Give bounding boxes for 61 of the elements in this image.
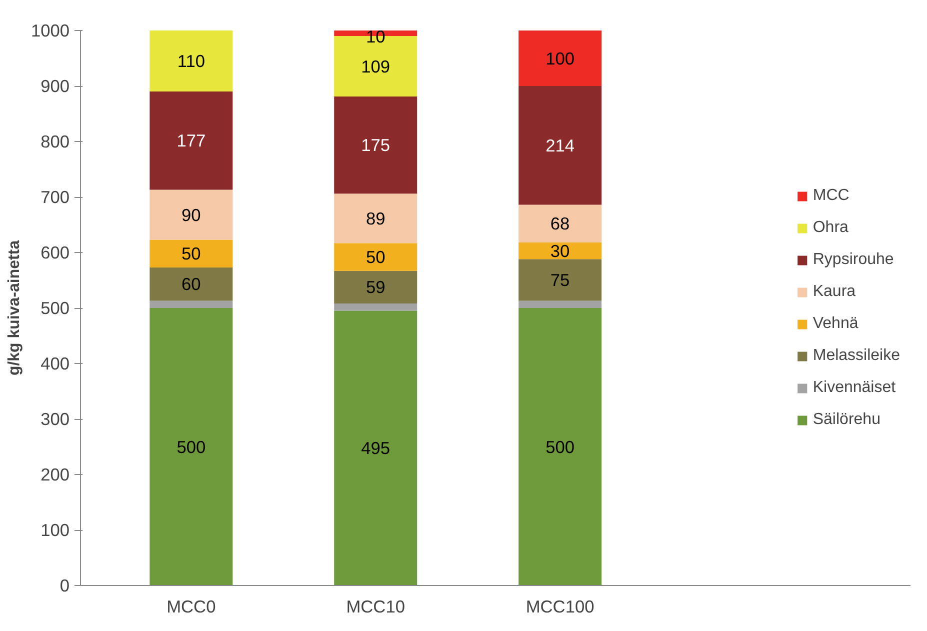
bar [150, 240, 233, 268]
data-label: 495 [361, 438, 390, 458]
bar [518, 259, 602, 301]
x-tick-label: MCC0 [166, 596, 216, 616]
legend-label: MCC [812, 186, 850, 204]
x-tick-label: MCC100 [526, 596, 594, 616]
data-label: 500 [176, 436, 206, 457]
bar [150, 267, 233, 301]
data-label: 59 [366, 277, 386, 298]
bar [334, 310, 418, 586]
bar [334, 304, 418, 311]
data-label: 60 [182, 274, 201, 294]
bar [334, 96, 418, 194]
legend-label: Rypsirouhe [812, 250, 894, 268]
y-axis-title: g/kg kuiva-ainetta [6, 240, 23, 376]
bar [518, 204, 602, 243]
data-label: 68 [550, 214, 570, 234]
bar [518, 86, 602, 205]
y-tick-label: 500 [40, 298, 70, 318]
bar [334, 194, 418, 244]
data-label: 50 [366, 246, 386, 267]
bar [334, 270, 418, 304]
y-tick-label: 300 [40, 409, 70, 429]
y-tick-label: 0 [60, 576, 70, 596]
bar [150, 30, 233, 92]
legend-label: Kaura [812, 282, 856, 300]
bar [518, 242, 602, 260]
y-tick-label: 400 [40, 354, 70, 374]
bar [334, 243, 418, 271]
y-tick-label: 700 [40, 187, 70, 207]
legend-label: Vehnä [812, 314, 858, 332]
data-label: 500 [546, 436, 575, 457]
bar [150, 308, 233, 586]
bar [518, 30, 602, 86]
data-label: 110 [177, 51, 205, 72]
data-label: 109 [361, 56, 390, 76]
bar [518, 300, 602, 308]
bar [150, 190, 233, 240]
x-tick-label: MCC10 [346, 596, 405, 616]
y-tick-label: 600 [40, 242, 70, 262]
bar [150, 300, 233, 308]
data-label: 90 [182, 204, 201, 225]
data-label: 30 [550, 240, 570, 261]
bar [518, 308, 602, 586]
data-label: 175 [361, 135, 390, 156]
data-label: 89 [366, 208, 386, 228]
y-tick-label: 800 [40, 132, 70, 152]
legend-label: Melassileike [812, 346, 900, 364]
data-label: 177 [176, 130, 206, 151]
legend-label: Säilörehu [812, 410, 880, 428]
legend-label: Ohra [812, 218, 848, 236]
data-label: 75 [550, 270, 570, 290]
y-tick-label: 1000 [30, 20, 70, 40]
y-tick-label: 100 [40, 520, 70, 540]
y-tick-label: 900 [40, 76, 70, 96]
bar [150, 92, 233, 190]
data-label: 214 [546, 135, 575, 156]
y-tick-label: 200 [40, 464, 70, 484]
data-label: 100 [546, 48, 575, 68]
legend-label: Kivennäiset [812, 378, 896, 396]
data-label: 50 [182, 244, 201, 264]
